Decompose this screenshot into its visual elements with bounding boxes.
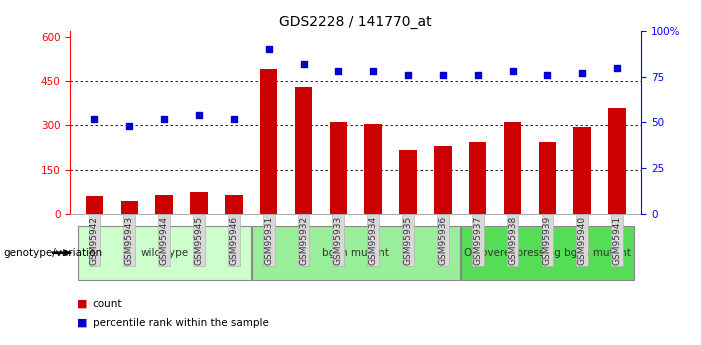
Text: GSM95940: GSM95940 bbox=[578, 216, 587, 265]
Text: ■: ■ bbox=[77, 318, 88, 327]
Point bbox=[123, 124, 135, 129]
Text: GSM95937: GSM95937 bbox=[473, 216, 482, 265]
Point bbox=[577, 70, 588, 76]
Point bbox=[472, 72, 483, 78]
Bar bbox=[504, 122, 522, 214]
Text: GSM95932: GSM95932 bbox=[299, 216, 308, 265]
Bar bbox=[434, 146, 451, 214]
Text: GSM95931: GSM95931 bbox=[264, 216, 273, 265]
Text: GSM95941: GSM95941 bbox=[613, 216, 622, 265]
Point bbox=[229, 116, 240, 121]
Text: Os overexpressing bgcn mutant: Os overexpressing bgcn mutant bbox=[464, 248, 631, 258]
Bar bbox=[365, 124, 382, 214]
Text: GSM95934: GSM95934 bbox=[369, 216, 378, 265]
Bar bbox=[121, 201, 138, 214]
Title: GDS2228 / 141770_at: GDS2228 / 141770_at bbox=[280, 14, 432, 29]
Bar bbox=[538, 142, 556, 214]
Point bbox=[298, 61, 309, 67]
Bar bbox=[461, 226, 634, 280]
Bar bbox=[156, 195, 173, 214]
Bar bbox=[400, 150, 416, 214]
Text: GSM95933: GSM95933 bbox=[334, 216, 343, 265]
Text: GSM95939: GSM95939 bbox=[543, 216, 552, 265]
Text: percentile rank within the sample: percentile rank within the sample bbox=[93, 318, 268, 327]
Bar bbox=[225, 195, 243, 214]
Bar bbox=[469, 142, 486, 214]
Point bbox=[89, 116, 100, 121]
Bar bbox=[252, 226, 460, 280]
Text: GSM95935: GSM95935 bbox=[404, 216, 412, 265]
Text: GSM95942: GSM95942 bbox=[90, 216, 99, 265]
Text: wild-type: wild-type bbox=[140, 248, 189, 258]
Text: GSM95946: GSM95946 bbox=[229, 216, 238, 265]
Text: GSM95943: GSM95943 bbox=[125, 216, 134, 265]
Point bbox=[193, 112, 205, 118]
Bar bbox=[86, 196, 103, 214]
Point bbox=[367, 69, 379, 74]
Point bbox=[333, 69, 344, 74]
Text: GSM95936: GSM95936 bbox=[438, 216, 447, 265]
Bar bbox=[329, 122, 347, 214]
Text: count: count bbox=[93, 299, 122, 308]
Text: genotype/variation: genotype/variation bbox=[4, 248, 102, 258]
Text: GSM95938: GSM95938 bbox=[508, 216, 517, 265]
Point bbox=[437, 72, 449, 78]
Text: GSM95945: GSM95945 bbox=[194, 216, 203, 265]
Text: bgcn mutant: bgcn mutant bbox=[322, 248, 389, 258]
Bar bbox=[295, 87, 312, 214]
Point bbox=[542, 72, 553, 78]
Point bbox=[263, 47, 274, 52]
Bar bbox=[260, 69, 278, 214]
Point bbox=[402, 72, 414, 78]
Text: GSM95944: GSM95944 bbox=[160, 216, 169, 265]
Point bbox=[158, 116, 170, 121]
Bar bbox=[573, 127, 591, 214]
Text: ■: ■ bbox=[77, 299, 88, 308]
Point bbox=[507, 69, 518, 74]
Bar bbox=[78, 226, 250, 280]
Point bbox=[611, 65, 622, 70]
Bar bbox=[608, 108, 626, 214]
Bar bbox=[190, 192, 207, 214]
